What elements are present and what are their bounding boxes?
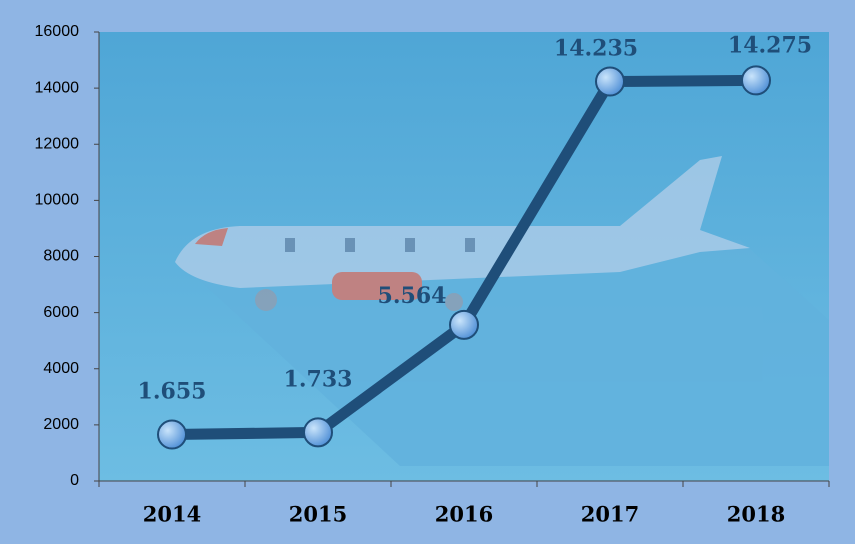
value-label: 1.733 <box>284 366 353 392</box>
point <box>303 417 333 448</box>
y-tick-label: 2000 <box>43 416 79 433</box>
point <box>449 309 479 340</box>
x-tick-label: 2016 <box>435 502 493 527</box>
value-label: 14.275 <box>728 32 812 58</box>
value-label: 5.564 <box>378 283 447 309</box>
y-tick-label: 16000 <box>35 23 80 40</box>
y-tick-label: 10000 <box>35 192 80 209</box>
y-tick-label: 0 <box>70 472 79 489</box>
point <box>157 419 187 450</box>
y-tick-label: 4000 <box>43 360 79 377</box>
x-tick-label: 2015 <box>289 502 347 527</box>
point <box>741 65 771 96</box>
y-tick-label: 6000 <box>43 304 79 321</box>
y-tick-label: 12000 <box>35 135 80 152</box>
point <box>595 66 625 97</box>
y-tick-label: 14000 <box>35 79 80 96</box>
y-tick-label: 8000 <box>43 248 79 265</box>
x-tick-label: 2018 <box>727 502 785 527</box>
value-label: 14.235 <box>554 36 638 62</box>
x-tick-label: 2017 <box>581 502 639 527</box>
x-tick-label: 2014 <box>143 502 201 527</box>
value-label: 1.655 <box>138 379 207 405</box>
